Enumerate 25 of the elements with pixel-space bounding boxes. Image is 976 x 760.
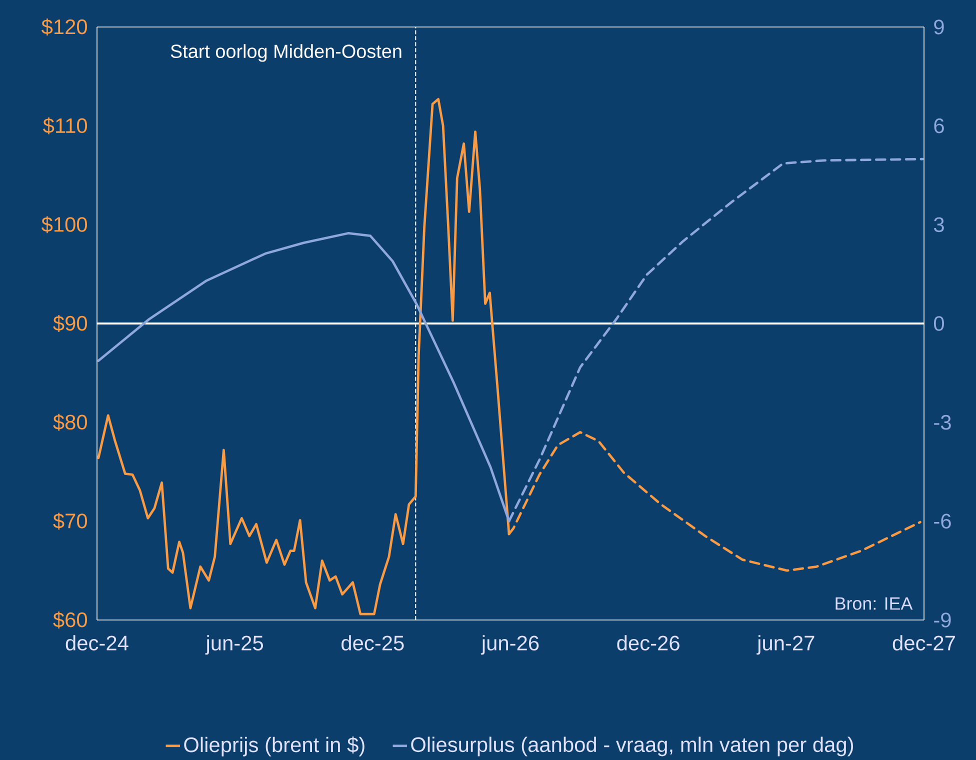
y-tick-label: $100 <box>42 216 87 234</box>
x-tick-label: dec-24 <box>66 635 128 651</box>
annotation: Bron: IEA <box>836 597 913 610</box>
y2-tick-label: 9 <box>934 20 944 34</box>
x-tick-label: jun-26 <box>480 635 539 655</box>
ref-line-label: Start oorlog Midden-Oosten <box>170 44 402 62</box>
y2-tick-label: -9 <box>934 612 951 628</box>
y-tick-label: $120 <box>42 18 87 36</box>
x-tick-label: dec-25 <box>342 635 404 651</box>
legend-label: Oliesurplus (aanbod - vraag, mln vaten per dag) <box>411 736 854 756</box>
y2-tick-label: 0 <box>934 316 944 331</box>
y2-tick-label: -3 <box>934 414 951 430</box>
legend-label: Olieprijs (brent in $) <box>184 736 364 756</box>
y-tick-label: $80 <box>53 414 88 431</box>
y2-tick-label: 3 <box>934 217 944 232</box>
x-tick-label: jun-27 <box>756 635 814 655</box>
y-tick-label: $110 <box>43 117 88 134</box>
y-tick-label: $60 <box>53 612 88 628</box>
x-tick-label: dec-26 <box>617 635 680 651</box>
x-tick-label: jun-25 <box>205 635 264 655</box>
y-tick-label: $90 <box>53 315 88 332</box>
y-tick-label: $70 <box>53 512 88 530</box>
y2-tick-label: -6 <box>934 514 951 529</box>
y2-tick-label: 6 <box>934 118 944 134</box>
x-tick-label: dec-27 <box>892 635 955 651</box>
